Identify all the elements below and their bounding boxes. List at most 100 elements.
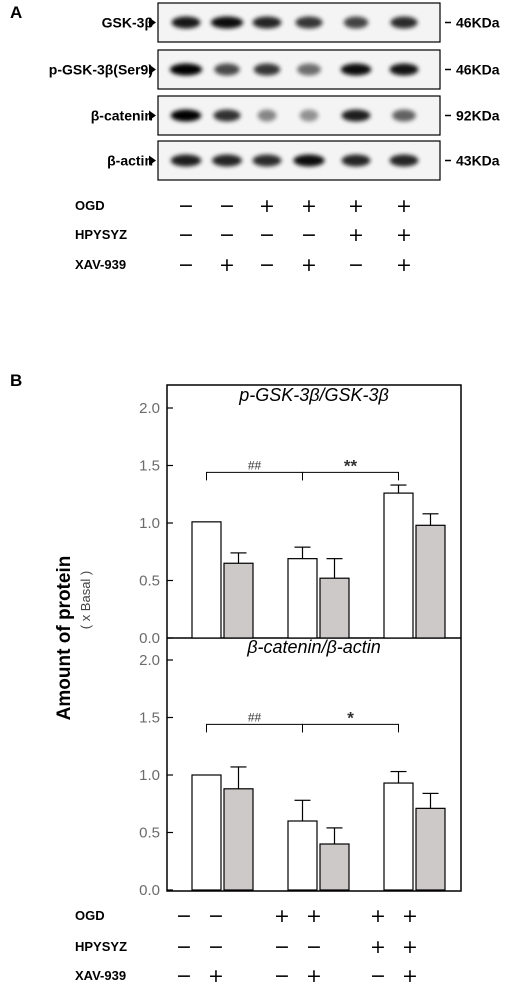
condition-sign: +: [348, 224, 364, 246]
condition-row: OGD − − + + + +: [75, 905, 418, 927]
bar: [191, 774, 222, 891]
condition-label: OGD: [75, 198, 105, 213]
significance-bracket: [302, 471, 399, 481]
y-axis-sublabel: ( x Basal ): [78, 571, 93, 630]
blot-label: β-actin: [107, 153, 153, 169]
bar: [191, 521, 222, 639]
y-tick-label: 1.5: [139, 458, 160, 475]
blot-band: [392, 109, 416, 122]
condition-sign: −: [178, 224, 194, 246]
blot-label: GSK-3β: [102, 15, 154, 31]
condition-sign: +: [306, 965, 322, 987]
blot-band: [293, 154, 325, 167]
blot-size: 46KDa: [456, 62, 500, 78]
condition-row: XAV-939− + − + − +: [75, 965, 418, 987]
condition-row: OGD − − + + + +: [75, 195, 412, 217]
condition-sign: −: [178, 254, 194, 276]
bar: [319, 843, 350, 891]
condition-sign: +: [306, 905, 322, 927]
condition-sign: −: [348, 254, 364, 276]
y-tick-label: 2.0: [139, 652, 160, 669]
blot-band: [295, 16, 323, 29]
bar: [415, 807, 446, 891]
condition-sign: −: [219, 224, 235, 246]
condition-sign: −: [208, 905, 224, 927]
condition-label: XAV-939: [75, 968, 126, 983]
condition-sign: −: [176, 965, 192, 987]
blot-band: [389, 63, 419, 76]
blot-arrow-icon: [149, 155, 156, 166]
panel-b-conditions: OGD − − + + + +HPYSYZ − − − − + +XAV-939− + − + − +: [75, 905, 418, 987]
blot-band: [343, 16, 369, 29]
condition-sign: +: [402, 905, 418, 927]
bar: [319, 577, 350, 639]
blot-band: [170, 154, 202, 167]
condition-sign: −: [301, 224, 317, 246]
condition-sign: +: [370, 936, 386, 958]
blot-band: [299, 109, 319, 122]
bar: [223, 788, 254, 891]
blot-size: 92KDa: [456, 108, 500, 124]
blot-band: [389, 154, 419, 167]
y-tick-label: 0.0: [139, 630, 160, 647]
y-tick-label: 0.0: [139, 882, 160, 899]
blot-band: [390, 16, 418, 29]
condition-sign: −: [219, 195, 235, 217]
y-axis-label: Amount of protein: [54, 556, 75, 721]
condition-sign: +: [396, 224, 412, 246]
condition-sign: −: [259, 254, 275, 276]
y-tick-label: 1.0: [139, 515, 160, 532]
condition-sign: −: [178, 195, 194, 217]
blot-band: [341, 109, 371, 122]
condition-sign: −: [176, 905, 192, 927]
blot-label: β-catenin: [91, 108, 153, 124]
bar: [287, 820, 318, 891]
y-tick-label: 2.0: [139, 400, 160, 417]
significance-bracket: [302, 723, 399, 733]
blot-band: [297, 63, 321, 76]
condition-sign: −: [208, 936, 224, 958]
blot-3: β-actin 43KDa: [107, 140, 500, 181]
condition-sign: +: [301, 254, 317, 276]
blot-band: [253, 63, 281, 76]
chart-catenin-ratio: β-catenin/β-actin 0.0 0.5 1.0 1.5 2.0 ## *: [139, 637, 446, 899]
condition-sign: −: [274, 936, 290, 958]
condition-sign: −: [259, 224, 275, 246]
condition-sign: +: [402, 965, 418, 987]
y-tick-label: 1.5: [139, 710, 160, 727]
chart-pgsk-ratio: p-GSK-3β/GSK-3β 0.0 0.5 1.0 1.5 2.0 ## **: [139, 385, 446, 647]
condition-sign: +: [301, 195, 317, 217]
bar: [383, 492, 414, 639]
bar: [383, 782, 414, 891]
blot-band: [212, 154, 242, 167]
condition-sign: +: [396, 195, 412, 217]
blot-label: p-GSK-3β(Ser9): [49, 62, 153, 78]
panel-a-conditions: OGD − − + + + + HPYSYZ − − − − + + XAV-939 − + − + − +: [75, 195, 412, 276]
condition-row: XAV-939− + − + − +: [75, 254, 412, 276]
condition-sign: +: [208, 965, 224, 987]
condition-sign: +: [370, 905, 386, 927]
bar: [415, 524, 446, 639]
blot-band: [171, 16, 201, 29]
condition-label: HPYSYZ: [75, 227, 127, 242]
chart-title: β-catenin/β-actin: [246, 637, 381, 657]
condition-sign: −: [370, 965, 386, 987]
blot-band: [169, 63, 203, 76]
condition-sign: −: [274, 965, 290, 987]
blot-band: [210, 16, 244, 29]
blot-arrow-icon: [149, 17, 156, 28]
significance-mark: *: [347, 708, 354, 727]
blot-1: p-GSK-3β(Ser9) 46KDa: [49, 49, 500, 90]
y-tick-label: 0.5: [139, 573, 160, 590]
blot-size: 46KDa: [456, 15, 500, 31]
blot-band: [341, 154, 371, 167]
bar: [287, 558, 318, 639]
condition-sign: +: [219, 254, 235, 276]
western-blots: GSK-3β 46KDa p-GSK-3β(Ser9) 46KDa β-catenin 9…: [49, 2, 500, 181]
condition-label: HPYSYZ: [75, 939, 127, 954]
blot-band: [252, 154, 282, 167]
blot-band: [213, 109, 241, 122]
significance-mark: **: [344, 456, 358, 475]
condition-sign: +: [402, 936, 418, 958]
condition-sign: +: [396, 254, 412, 276]
